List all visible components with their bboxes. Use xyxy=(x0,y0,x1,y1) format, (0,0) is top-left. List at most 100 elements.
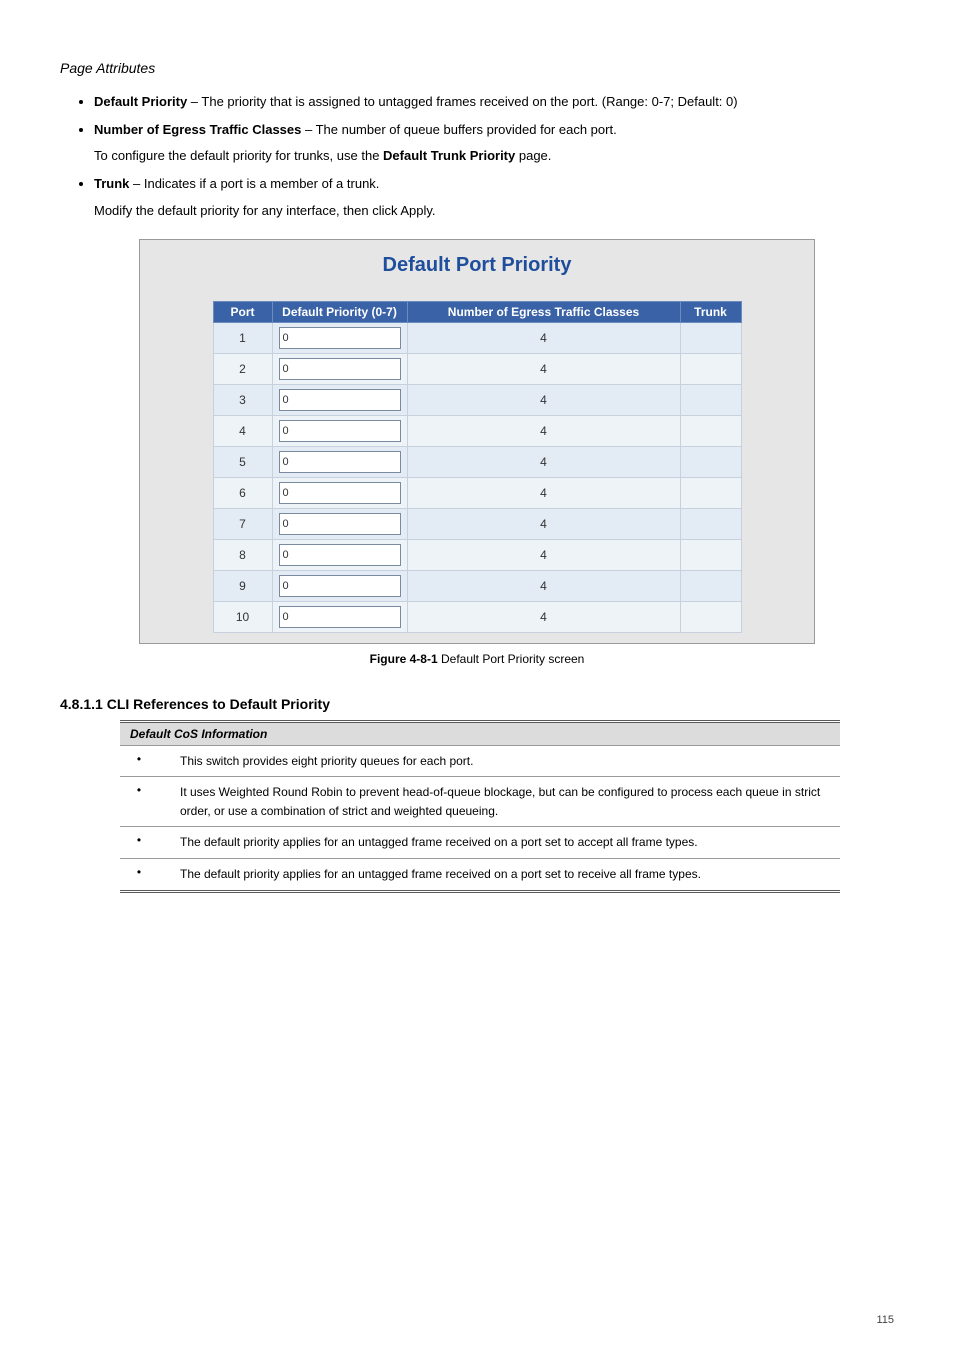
table-row: 24 xyxy=(213,353,741,384)
info-row: • This switch provides eight priority qu… xyxy=(120,745,840,777)
attr-default-priority: Default Priority – The priority that is … xyxy=(94,92,894,112)
figure-caption: Figure 4-8-1 Default Port Priority scree… xyxy=(139,652,815,666)
priority-input[interactable] xyxy=(279,513,401,535)
cell-classes: 4 xyxy=(407,601,680,632)
priority-input[interactable] xyxy=(279,327,401,349)
info-header: Default CoS Information xyxy=(120,723,840,746)
bullet-icon: • xyxy=(132,865,146,879)
col-priority: Default Priority (0-7) xyxy=(272,301,407,322)
trunk-note-link: Default Trunk Priority xyxy=(383,148,515,163)
cell-priority xyxy=(272,477,407,508)
info-row: • The default priority applies for an un… xyxy=(120,859,840,890)
cell-classes: 4 xyxy=(407,477,680,508)
attr-egress-classes: Number of Egress Traffic Classes – The n… xyxy=(94,120,894,166)
cell-priority xyxy=(272,322,407,353)
table-row: 84 xyxy=(213,539,741,570)
figure-caption-num: Figure 4-8-1 xyxy=(370,652,438,666)
cell-port: 6 xyxy=(213,477,272,508)
cell-priority xyxy=(272,508,407,539)
priority-input[interactable] xyxy=(279,358,401,380)
priority-input[interactable] xyxy=(279,389,401,411)
figure-caption-text: Default Port Priority screen xyxy=(438,652,585,666)
info-text: This switch provides eight priority queu… xyxy=(180,745,840,777)
figure-default-port-priority: Default Port Priority Port Default Prior… xyxy=(139,239,815,666)
priority-input[interactable] xyxy=(279,544,401,566)
cell-priority xyxy=(272,384,407,415)
cell-classes: 4 xyxy=(407,415,680,446)
attr-trunk: Trunk – Indicates if a port is a member … xyxy=(94,174,894,220)
priority-input[interactable] xyxy=(279,575,401,597)
page-number: 115 xyxy=(876,1314,894,1326)
trunk-note-prefix: To configure the default priority for tr… xyxy=(94,148,383,163)
cell-classes: 4 xyxy=(407,570,680,601)
cell-trunk xyxy=(680,601,741,632)
cell-port: 3 xyxy=(213,384,272,415)
cell-priority xyxy=(272,446,407,477)
table-row: 14 xyxy=(213,322,741,353)
cell-classes: 4 xyxy=(407,446,680,477)
cli-heading: 4.8.1.1 CLI References to Default Priori… xyxy=(60,696,894,712)
figure-frame: Default Port Priority Port Default Prior… xyxy=(139,239,815,644)
cos-info-table: Default CoS Information • This switch pr… xyxy=(120,720,840,893)
priority-input[interactable] xyxy=(279,420,401,442)
cell-trunk xyxy=(680,539,741,570)
page-attributes-heading: Page Attributes xyxy=(60,60,894,76)
cell-classes: 4 xyxy=(407,384,680,415)
table-row: 10 4 xyxy=(213,601,741,632)
modify-intro: Modify the default priority for any inte… xyxy=(94,201,894,221)
table-row: 34 xyxy=(213,384,741,415)
cell-classes: 4 xyxy=(407,353,680,384)
figure-title: Default Port Priority xyxy=(140,240,814,283)
info-text: It uses Weighted Round Robin to prevent … xyxy=(180,777,840,827)
cell-priority xyxy=(272,570,407,601)
info-text: The default priority applies for an unta… xyxy=(180,827,840,859)
cell-port: 7 xyxy=(213,508,272,539)
cell-trunk xyxy=(680,446,741,477)
cell-port: 2 xyxy=(213,353,272,384)
cell-trunk xyxy=(680,508,741,539)
attr-label: Default Priority xyxy=(94,94,187,109)
cell-classes: 4 xyxy=(407,322,680,353)
col-port: Port xyxy=(213,301,272,322)
attr-text: – The priority that is assigned to untag… xyxy=(187,94,737,109)
table-row: 74 xyxy=(213,508,741,539)
cell-priority xyxy=(272,539,407,570)
info-text: The default priority applies for an unta… xyxy=(180,859,840,890)
info-row: • The default priority applies for an un… xyxy=(120,827,840,859)
table-row: 44 xyxy=(213,415,741,446)
cell-port: 5 xyxy=(213,446,272,477)
attr-label: Trunk xyxy=(94,176,129,191)
cell-trunk xyxy=(680,384,741,415)
port-priority-table: Port Default Priority (0-7) Number of Eg… xyxy=(213,301,742,633)
cell-priority xyxy=(272,415,407,446)
cell-port: 1 xyxy=(213,322,272,353)
cell-port: 4 xyxy=(213,415,272,446)
info-header-row: Default CoS Information xyxy=(120,723,840,746)
info-row: • It uses Weighted Round Robin to preven… xyxy=(120,777,840,827)
col-trunk: Trunk xyxy=(680,301,741,322)
cell-classes: 4 xyxy=(407,508,680,539)
table-row: 64 xyxy=(213,477,741,508)
priority-input[interactable] xyxy=(279,482,401,504)
priority-input[interactable] xyxy=(279,451,401,473)
cell-classes: 4 xyxy=(407,539,680,570)
cell-trunk xyxy=(680,415,741,446)
bullet-icon: • xyxy=(132,783,146,797)
attr-label: Number of Egress Traffic Classes xyxy=(94,122,301,137)
priority-input[interactable] xyxy=(279,606,401,628)
table-row: 54 xyxy=(213,446,741,477)
bullet-icon: • xyxy=(132,833,146,847)
cell-trunk xyxy=(680,353,741,384)
attr-text: – The number of queue buffers provided f… xyxy=(301,122,616,137)
attr-text: – Indicates if a port is a member of a t… xyxy=(129,176,379,191)
col-classes: Number of Egress Traffic Classes xyxy=(407,301,680,322)
cell-port: 8 xyxy=(213,539,272,570)
trunk-note-suffix: page. xyxy=(515,148,551,163)
cell-priority xyxy=(272,353,407,384)
cell-port: 9 xyxy=(213,570,272,601)
table-row: 94 xyxy=(213,570,741,601)
cell-port: 10 xyxy=(213,601,272,632)
bullet-icon: • xyxy=(132,752,146,766)
cell-trunk xyxy=(680,322,741,353)
cell-trunk xyxy=(680,477,741,508)
